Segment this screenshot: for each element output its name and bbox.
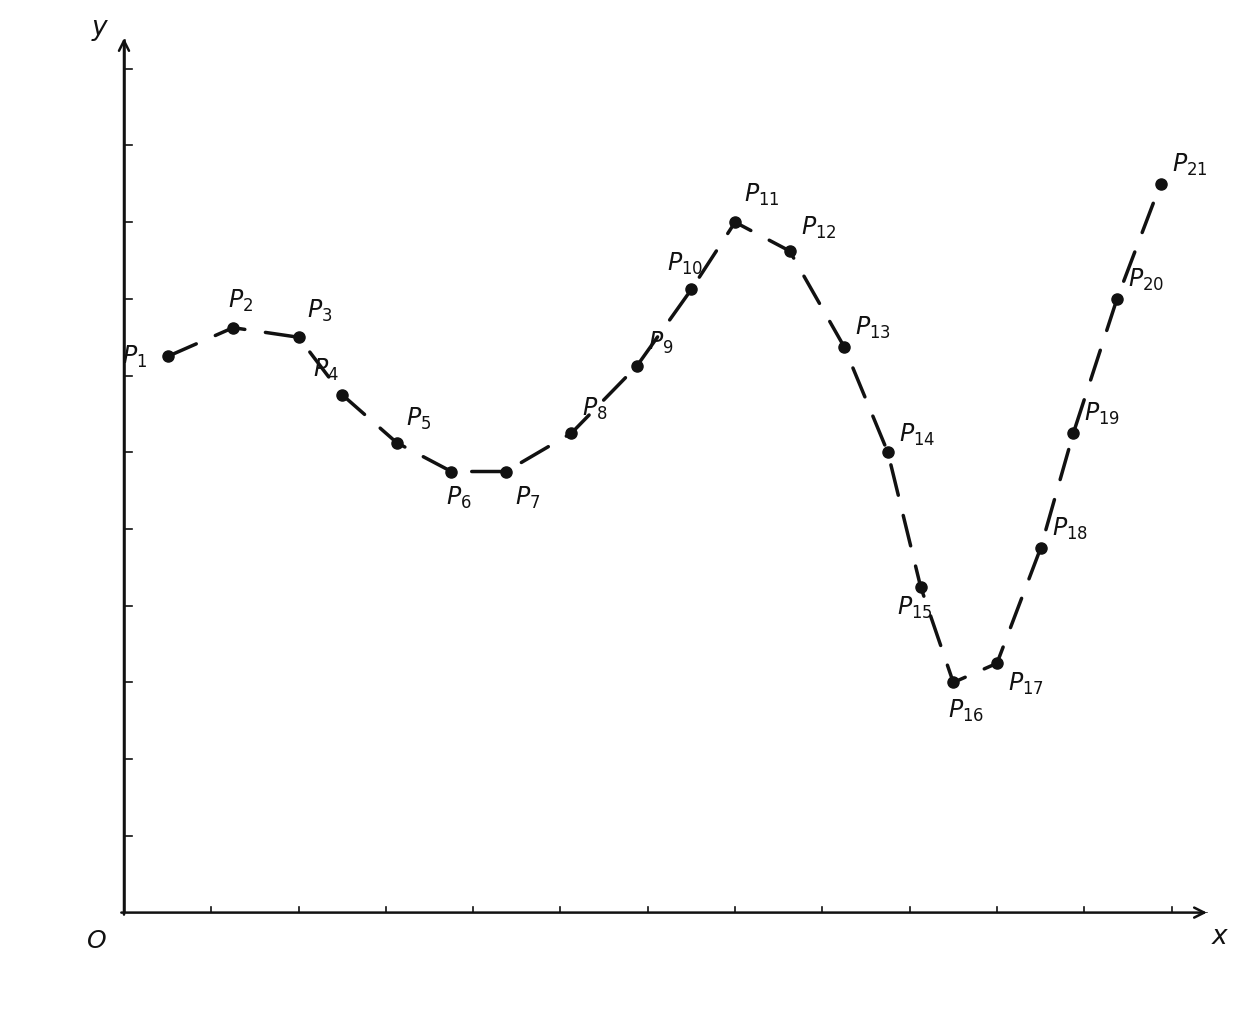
- Text: $x$: $x$: [1211, 924, 1230, 949]
- Point: [332, 386, 352, 403]
- Text: $P_{16}$: $P_{16}$: [947, 698, 985, 724]
- Point: [910, 578, 930, 594]
- Point: [987, 655, 1007, 671]
- Point: [1064, 425, 1084, 441]
- Text: $P_{15}$: $P_{15}$: [897, 594, 932, 621]
- Point: [780, 243, 800, 260]
- Text: $P_{1}$: $P_{1}$: [122, 344, 146, 369]
- Text: $P_{8}$: $P_{8}$: [583, 396, 608, 422]
- Text: $P_{18}$: $P_{18}$: [1052, 516, 1087, 542]
- Text: $P_{20}$: $P_{20}$: [1128, 267, 1164, 293]
- Point: [627, 358, 647, 374]
- Text: $P_{13}$: $P_{13}$: [856, 314, 892, 341]
- Text: $P_{17}$: $P_{17}$: [1008, 671, 1044, 698]
- Point: [878, 444, 898, 460]
- Point: [441, 463, 461, 480]
- Point: [1107, 291, 1127, 307]
- Point: [725, 214, 745, 230]
- Text: $P_{4}$: $P_{4}$: [312, 357, 339, 383]
- Point: [157, 349, 177, 365]
- Point: [1030, 540, 1050, 557]
- Text: $y$: $y$: [91, 18, 109, 43]
- Text: $P_{19}$: $P_{19}$: [1084, 401, 1120, 427]
- Text: $P_{6}$: $P_{6}$: [446, 486, 471, 511]
- Text: $P_{14}$: $P_{14}$: [899, 422, 935, 448]
- Point: [835, 339, 854, 355]
- Text: $P_{7}$: $P_{7}$: [515, 486, 541, 511]
- Text: $P_{2}$: $P_{2}$: [228, 288, 253, 314]
- Point: [223, 319, 243, 336]
- Text: $P_{9}$: $P_{9}$: [647, 330, 673, 356]
- Point: [562, 425, 582, 441]
- Point: [387, 435, 407, 451]
- Text: $P_{21}$: $P_{21}$: [1172, 151, 1208, 177]
- Point: [682, 281, 702, 297]
- Text: $P_{10}$: $P_{10}$: [667, 251, 703, 278]
- Point: [496, 463, 516, 480]
- Text: $P_{3}$: $P_{3}$: [308, 297, 332, 323]
- Text: $P_{5}$: $P_{5}$: [405, 406, 430, 432]
- Text: $P_{12}$: $P_{12}$: [801, 215, 836, 241]
- Point: [944, 674, 963, 691]
- Point: [1151, 175, 1171, 192]
- Text: $P_{11}$: $P_{11}$: [744, 183, 780, 209]
- Text: $O$: $O$: [87, 930, 107, 953]
- Point: [289, 330, 309, 346]
